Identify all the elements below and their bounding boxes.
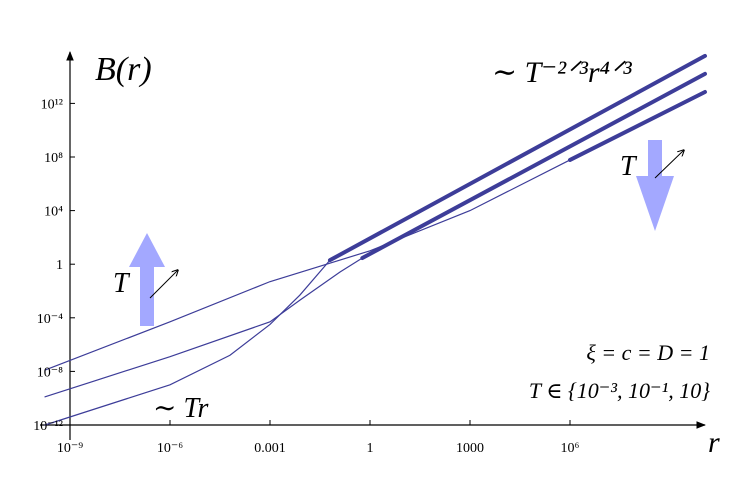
curve <box>327 53 707 263</box>
annotation: T <box>620 151 638 182</box>
y-tick-label: 1 <box>56 258 63 273</box>
y-tick-label: 10⁻¹² <box>33 419 63 434</box>
x-tick-label: 10⁻⁶ <box>157 441 183 456</box>
plot-area <box>44 53 707 426</box>
x-axis-label: r <box>708 426 720 459</box>
x-tick-label: 10⁶ <box>561 441 580 456</box>
annotation: T <box>113 268 131 299</box>
curve <box>44 259 331 426</box>
temperature-arrow-down <box>636 140 674 231</box>
y-tick-label: 10⁻⁴ <box>37 312 63 327</box>
y-tick-label: 10¹² <box>41 97 63 112</box>
annotation: ∼ Tr <box>153 393 208 424</box>
y-tick-label: 10⁴ <box>44 205 63 220</box>
y-tick-label: 10⁻⁸ <box>37 365 63 380</box>
curve <box>360 71 707 260</box>
temperature-arrow-up <box>129 233 165 326</box>
annotation: ξ = c = D = 1 <box>586 340 710 365</box>
x-tick-label: 0.001 <box>254 441 286 456</box>
small-arrow <box>654 150 684 179</box>
x-tick-label: 1 <box>367 441 374 456</box>
y-axis-label: B(r) <box>95 51 152 88</box>
curve <box>44 159 571 371</box>
x-tick-label: 10⁻⁹ <box>57 441 83 456</box>
annotation: T ∈ {10⁻³, 10⁻¹, 10} <box>529 378 710 403</box>
curve <box>44 257 363 398</box>
annotation: ∼ T⁻²ᐟ³r⁴ᐟ³ <box>492 56 633 89</box>
x-tick-label: 1000 <box>456 441 484 456</box>
small-arrow <box>149 270 178 299</box>
y-tick-label: 10⁸ <box>44 151 63 166</box>
curve <box>568 89 707 162</box>
